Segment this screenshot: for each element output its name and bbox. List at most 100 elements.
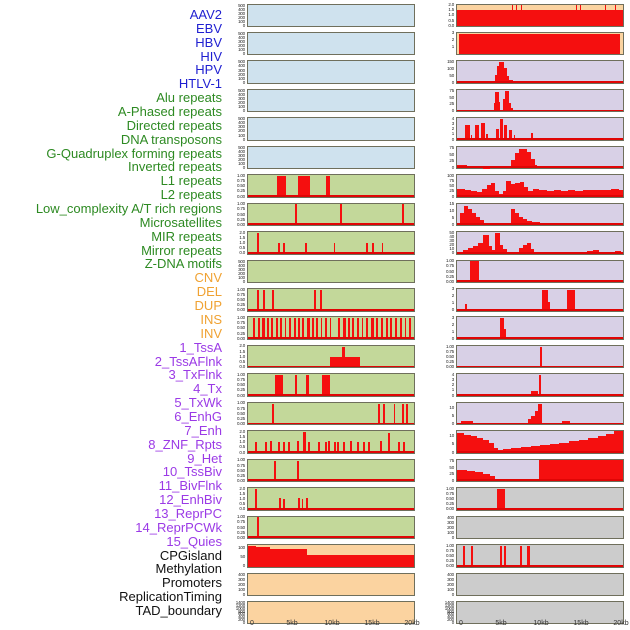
signal-baseline bbox=[248, 337, 414, 339]
signal-bar bbox=[280, 318, 283, 339]
y-tick-label: 0 bbox=[242, 591, 246, 597]
y-tick-label: 400 bbox=[238, 120, 245, 126]
y-tick-label: 0.75 bbox=[446, 348, 454, 354]
panel-hiv bbox=[247, 88, 415, 113]
y-tick-label: 400 bbox=[447, 614, 454, 620]
y-tick-label: 0 bbox=[242, 79, 246, 85]
track-label-directed-repeats: Directed repeats bbox=[126, 117, 222, 133]
y-tick-label: 0.00 bbox=[237, 392, 245, 398]
signal-bar bbox=[283, 499, 285, 510]
y-tick-label: 0.25 bbox=[237, 188, 245, 194]
y-tick-label: 0.25 bbox=[446, 558, 454, 564]
y-tick-label: 1 bbox=[451, 328, 455, 334]
y-tick-label: 300 bbox=[238, 124, 245, 130]
y-tick-label: 0 bbox=[451, 335, 455, 341]
signal-bar bbox=[472, 212, 477, 226]
y-tick-label: 800 bbox=[447, 608, 454, 614]
y-tick-label: 10 bbox=[449, 208, 454, 214]
signal-bar bbox=[614, 5, 616, 26]
y-tick-label: 4 bbox=[451, 371, 455, 377]
signal-bar bbox=[566, 289, 575, 311]
track-label-promoters: Promoters bbox=[162, 575, 222, 591]
y-tick-label: 300 bbox=[238, 576, 245, 582]
signal-bar bbox=[489, 476, 495, 482]
signal-bar bbox=[403, 441, 406, 453]
signal-bar bbox=[385, 318, 388, 339]
panel-7-enh bbox=[456, 231, 624, 255]
y-tick-label: 100 bbox=[238, 47, 245, 53]
y-tick-label: 0.50 bbox=[237, 183, 245, 189]
signal-bar bbox=[462, 545, 465, 567]
y-tick-label: 200 bbox=[447, 524, 454, 530]
y-tick-label: 15 bbox=[449, 201, 454, 207]
panel-tad-boundary bbox=[456, 600, 624, 625]
signal-bar bbox=[471, 190, 477, 197]
track-label-9-het: 9_Het bbox=[187, 450, 222, 466]
signal-bar bbox=[307, 554, 414, 567]
y-tick-label: 1.5 bbox=[239, 348, 245, 354]
signal-bar bbox=[459, 34, 621, 55]
y-tick-label: 0 bbox=[242, 620, 246, 626]
signal-bar bbox=[255, 488, 257, 510]
signal-bar bbox=[302, 318, 305, 339]
signal-bar bbox=[541, 289, 548, 311]
signal-bar bbox=[350, 441, 353, 453]
x-axis-label: 20kb bbox=[613, 620, 629, 627]
panel-mirror-repeats bbox=[247, 487, 415, 511]
signal-bar bbox=[500, 119, 504, 140]
signal-bar bbox=[537, 404, 542, 425]
signal-bar bbox=[527, 242, 531, 254]
signal-bar bbox=[272, 403, 274, 425]
track-label-7-enh: 7_Enh bbox=[184, 422, 222, 438]
signal-bar bbox=[313, 289, 316, 311]
y-tick-label: 0 bbox=[242, 165, 246, 171]
y-tick-label: 1.00 bbox=[237, 315, 245, 321]
signal-bar bbox=[371, 318, 374, 339]
y-tick-label: 75 bbox=[449, 87, 454, 93]
y-tick-label: 0.00 bbox=[446, 563, 454, 569]
y-tick-label: 0.50 bbox=[237, 382, 245, 388]
signal-bar bbox=[401, 403, 404, 425]
y-tick-label: 3 bbox=[451, 286, 455, 292]
y-tick-label: 75 bbox=[449, 178, 454, 184]
signal-bar bbox=[318, 441, 321, 453]
y-tick-label: 10 bbox=[449, 433, 454, 438]
y-tick-label: 40 bbox=[449, 233, 454, 239]
track-label-3-txflnk: 3_TxFlnk bbox=[168, 367, 222, 383]
signal-bar bbox=[509, 103, 511, 112]
y-tick-label: 1.00 bbox=[237, 514, 245, 520]
signal-bar bbox=[505, 91, 509, 112]
signal-bar bbox=[398, 442, 401, 453]
signal-bar bbox=[296, 460, 300, 482]
signal-bar bbox=[575, 190, 583, 197]
signal-bar bbox=[279, 498, 282, 510]
signal-bar bbox=[485, 133, 489, 140]
track-label-low-complexity-a-t-rich-regions: Low_complexity A/T rich regions bbox=[35, 201, 222, 217]
signal-bar bbox=[483, 473, 490, 482]
signal-bar bbox=[383, 403, 385, 425]
signal-bar bbox=[307, 318, 310, 339]
signal-bar bbox=[271, 318, 274, 339]
signal-baseline bbox=[248, 422, 414, 425]
signal-bar bbox=[489, 442, 494, 453]
y-tick-label: 800 bbox=[238, 608, 245, 614]
signal-bar bbox=[511, 184, 516, 197]
signal-bar bbox=[352, 318, 354, 339]
track-label-methylation: Methylation bbox=[155, 561, 222, 577]
y-tick-label: 5 bbox=[451, 441, 455, 447]
signal-bar bbox=[469, 261, 479, 283]
signal-bar bbox=[538, 375, 541, 396]
y-tick-label: 0.00 bbox=[446, 278, 454, 284]
y-tick-label: 0.50 bbox=[237, 410, 245, 416]
signal-bar bbox=[468, 208, 473, 226]
panel-replicationtiming bbox=[456, 572, 624, 596]
signal-bar bbox=[531, 416, 535, 425]
signal-bar bbox=[270, 441, 273, 453]
x-axis-label: 15kb bbox=[573, 620, 589, 627]
y-tick-label: 0.00 bbox=[237, 221, 245, 227]
y-tick-label: 200 bbox=[238, 581, 245, 587]
y-tick-label: 50 bbox=[449, 151, 454, 157]
y-tick-label: 400 bbox=[238, 63, 245, 69]
y-tick-label: 0.5 bbox=[448, 17, 454, 23]
y-tick-label: 0.75 bbox=[237, 320, 245, 326]
